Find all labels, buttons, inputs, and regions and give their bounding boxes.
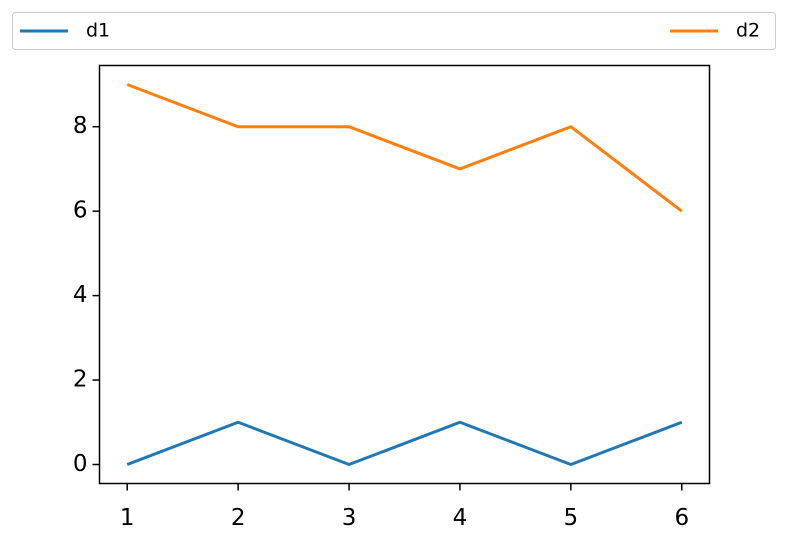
series-line	[126, 83, 683, 213]
y-tick-label: 0	[73, 451, 88, 477]
y-tick-label: 4	[73, 282, 88, 308]
series-line	[126, 420, 683, 466]
y-tick-label: 2	[73, 367, 88, 393]
y-tick-label: 8	[73, 113, 88, 139]
y-tick-label: 6	[73, 198, 88, 224]
legend-box	[12, 12, 776, 50]
x-tick-label: 1	[120, 505, 135, 531]
x-tick-label: 4	[453, 505, 468, 531]
x-tick-label: 2	[231, 505, 246, 531]
x-tick-label: 6	[674, 505, 689, 531]
legend-label: d1	[86, 20, 110, 42]
plot-frame	[98, 64, 711, 485]
x-tick-label: 3	[342, 505, 357, 531]
x-tick-label: 5	[564, 505, 579, 531]
legend-label: d2	[736, 20, 760, 42]
